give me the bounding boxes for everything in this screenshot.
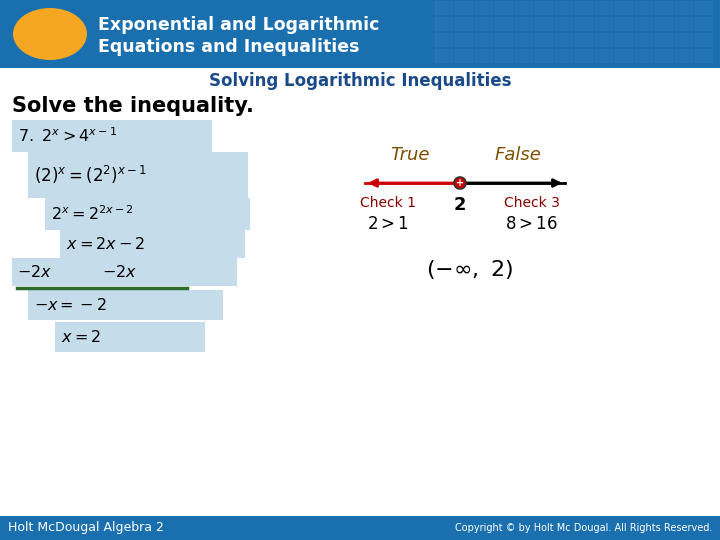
Bar bbox=[0, 0, 720, 68]
Bar bbox=[495, 17, 512, 30]
Bar bbox=[535, 49, 552, 62]
Bar bbox=[555, 49, 572, 62]
Bar bbox=[515, 17, 532, 30]
Bar bbox=[575, 1, 592, 14]
Bar bbox=[535, 17, 552, 30]
Bar bbox=[60, 230, 245, 258]
Bar bbox=[515, 33, 532, 46]
Text: Solve the inequality.: Solve the inequality. bbox=[12, 96, 254, 116]
Bar bbox=[475, 33, 492, 46]
Bar bbox=[555, 1, 572, 14]
Bar bbox=[635, 1, 652, 14]
Bar bbox=[535, 1, 552, 14]
Text: Equations and Inequalities: Equations and Inequalities bbox=[98, 38, 359, 56]
Text: +: + bbox=[456, 178, 464, 188]
Bar bbox=[695, 1, 712, 14]
Bar bbox=[515, 49, 532, 62]
Bar bbox=[455, 17, 472, 30]
Bar bbox=[655, 33, 672, 46]
Bar bbox=[475, 49, 492, 62]
Bar bbox=[475, 1, 492, 14]
Circle shape bbox=[454, 177, 466, 189]
Bar bbox=[655, 1, 672, 14]
Bar bbox=[55, 322, 205, 352]
Bar bbox=[655, 49, 672, 62]
Text: True: True bbox=[390, 146, 430, 164]
Bar bbox=[455, 49, 472, 62]
Text: $-2x$: $-2x$ bbox=[17, 264, 52, 280]
Bar bbox=[575, 33, 592, 46]
Bar bbox=[615, 33, 632, 46]
Bar bbox=[515, 1, 532, 14]
Text: Copyright © by Holt Mc Dougal. All Rights Reserved.: Copyright © by Holt Mc Dougal. All Right… bbox=[454, 523, 712, 533]
Bar bbox=[495, 1, 512, 14]
Bar bbox=[575, 49, 592, 62]
Text: False: False bbox=[495, 146, 541, 164]
Text: Holt McDougal Algebra 2: Holt McDougal Algebra 2 bbox=[8, 522, 164, 535]
Bar bbox=[455, 33, 472, 46]
Bar bbox=[475, 17, 492, 30]
Text: $(2)^x = (2^2)^{x-1}$: $(2)^x = (2^2)^{x-1}$ bbox=[34, 164, 147, 186]
Bar bbox=[28, 290, 223, 320]
Bar bbox=[635, 49, 652, 62]
Bar bbox=[595, 1, 612, 14]
Bar bbox=[635, 17, 652, 30]
Bar bbox=[655, 17, 672, 30]
Bar bbox=[555, 17, 572, 30]
Text: $x = 2x - 2$: $x = 2x - 2$ bbox=[66, 236, 145, 252]
Text: $(-\infty,\ 2)$: $(-\infty,\ 2)$ bbox=[426, 258, 513, 281]
Bar bbox=[675, 33, 692, 46]
Bar bbox=[12, 120, 212, 152]
Text: Exponential and Logarithmic: Exponential and Logarithmic bbox=[98, 16, 379, 34]
Bar bbox=[675, 1, 692, 14]
Bar bbox=[615, 49, 632, 62]
Bar bbox=[435, 49, 452, 62]
Bar bbox=[0, 516, 720, 540]
Bar bbox=[615, 17, 632, 30]
Ellipse shape bbox=[13, 8, 87, 60]
Bar bbox=[595, 33, 612, 46]
Text: $2 > 1$: $2 > 1$ bbox=[367, 215, 409, 233]
Bar bbox=[535, 33, 552, 46]
Bar bbox=[435, 1, 452, 14]
Text: $-2x$: $-2x$ bbox=[102, 264, 138, 280]
Bar bbox=[45, 198, 250, 230]
Bar bbox=[12, 258, 237, 286]
Bar bbox=[675, 17, 692, 30]
Text: $8 > 16$: $8 > 16$ bbox=[505, 215, 559, 233]
Bar bbox=[675, 49, 692, 62]
Bar bbox=[635, 33, 652, 46]
Bar bbox=[495, 33, 512, 46]
Text: $7.\ 2^x > 4^{x-1}$: $7.\ 2^x > 4^{x-1}$ bbox=[18, 127, 117, 145]
Bar bbox=[495, 49, 512, 62]
Bar bbox=[455, 1, 472, 14]
Text: $x = 2$: $x = 2$ bbox=[61, 329, 101, 345]
Text: 2: 2 bbox=[454, 196, 467, 214]
Text: $2^x = 2^{2x-2}$: $2^x = 2^{2x-2}$ bbox=[51, 205, 134, 224]
Text: Check 3: Check 3 bbox=[504, 196, 560, 210]
Text: $-x = -2$: $-x = -2$ bbox=[34, 297, 107, 313]
Bar bbox=[595, 17, 612, 30]
Bar bbox=[695, 49, 712, 62]
Bar bbox=[435, 17, 452, 30]
Bar bbox=[435, 33, 452, 46]
Bar bbox=[615, 1, 632, 14]
Bar bbox=[695, 33, 712, 46]
Bar bbox=[595, 49, 612, 62]
Bar bbox=[555, 33, 572, 46]
Bar bbox=[575, 17, 592, 30]
Text: Solving Logarithmic Inequalities: Solving Logarithmic Inequalities bbox=[209, 72, 511, 90]
Text: Check 1: Check 1 bbox=[360, 196, 416, 210]
Bar bbox=[695, 17, 712, 30]
Bar bbox=[28, 152, 248, 198]
